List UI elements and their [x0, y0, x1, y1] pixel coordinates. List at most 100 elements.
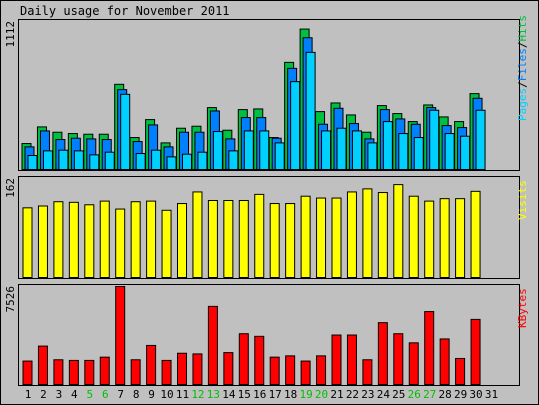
panel-hits-files-pages: 1112 Pages/Files/Hits — [4, 15, 529, 171]
bar-visits-day-4 — [68, 201, 79, 278]
bar-kbytes-day-19 — [300, 360, 311, 385]
bar-visits-day-10 — [161, 209, 172, 278]
bar-visits-day-21 — [331, 197, 342, 278]
bar-pages-day-15 — [243, 130, 254, 170]
bar-pages-day-7 — [120, 93, 131, 170]
bar-visits-day-18 — [285, 203, 296, 278]
bar-visits-day-2 — [37, 205, 48, 278]
bar-pages-day-6 — [104, 151, 115, 171]
legend-entry-hits: Hits — [516, 15, 529, 42]
x-tick-label-17: 17 — [269, 388, 282, 401]
bar-kbytes-day-18 — [285, 355, 296, 385]
x-tick-label-6: 6 — [102, 388, 109, 401]
bar-visits-day-6 — [99, 200, 110, 278]
bar-visits-day-5 — [84, 204, 95, 278]
y-max-label: 1112 — [4, 21, 17, 48]
x-tick-label-2: 2 — [40, 388, 47, 401]
bar-kbytes-day-8 — [130, 359, 141, 385]
x-tick-label-13: 13 — [207, 388, 220, 401]
x-tick-label-31: 31 — [485, 388, 498, 401]
bar-pages-day-13 — [212, 131, 223, 170]
legend-entry-files: Files — [516, 48, 529, 81]
x-tick-label-9: 9 — [148, 388, 155, 401]
x-tick-label-3: 3 — [56, 388, 63, 401]
bar-visits-day-3 — [53, 201, 64, 279]
bar-visits-day-30 — [470, 190, 481, 278]
bar-pages-day-8 — [135, 153, 146, 171]
bar-kbytes-day-1 — [22, 360, 33, 385]
x-tick-label-4: 4 — [71, 388, 78, 401]
bar-visits-day-28 — [439, 198, 450, 279]
x-tick-label-24: 24 — [377, 388, 391, 401]
bar-pages-day-18 — [290, 81, 301, 170]
bar-visits-day-19 — [300, 195, 311, 279]
bar-kbytes-day-25 — [393, 333, 404, 386]
x-tick-label-20: 20 — [315, 388, 328, 401]
x-tick-label-5: 5 — [86, 388, 93, 401]
bar-visits-day-22 — [346, 191, 357, 278]
bar-kbytes-day-6 — [99, 356, 110, 385]
legend-entry-kbytes: KBytes — [516, 288, 529, 328]
bar-pages-day-26 — [413, 137, 424, 171]
legend-entry-visits: Visits — [516, 180, 529, 220]
bar-visits-day-13 — [207, 200, 218, 278]
bar-kbytes-day-24 — [377, 322, 388, 386]
x-tick-label-12: 12 — [191, 388, 204, 401]
y-max-label: 162 — [4, 178, 17, 198]
bar-pages-day-14 — [228, 150, 239, 171]
legend-hits-files-pages: Pages/Files/Hits — [516, 15, 529, 121]
x-tick-label-27: 27 — [423, 388, 436, 401]
x-tick-label-28: 28 — [439, 388, 452, 401]
bar-pages-day-27 — [429, 109, 440, 171]
bar-visits-day-8 — [130, 201, 141, 279]
bar-visits-day-15 — [238, 200, 249, 278]
bar-pages-day-5 — [89, 154, 100, 170]
bar-kbytes-day-16 — [254, 335, 265, 385]
panel-kbytes: 7526 KBytes — [4, 284, 529, 386]
x-tick-label-23: 23 — [361, 388, 374, 401]
bar-pages-day-29 — [460, 135, 471, 171]
bar-kbytes-day-29 — [455, 357, 466, 385]
bar-pages-day-12 — [197, 151, 208, 171]
x-tick-label-21: 21 — [330, 388, 343, 401]
bar-kbytes-day-23 — [362, 359, 373, 385]
bar-visits-day-25 — [393, 184, 404, 278]
x-tick-label-8: 8 — [133, 388, 140, 401]
bar-visits-day-7 — [115, 208, 126, 278]
bar-pages-day-16 — [259, 130, 270, 170]
x-tick-label-26: 26 — [408, 388, 421, 401]
bar-visits-day-16 — [254, 193, 265, 278]
bar-pages-day-30 — [475, 109, 486, 171]
x-tick-label-25: 25 — [392, 388, 405, 401]
panel-visits: 162 Visits — [4, 176, 529, 279]
bar-kbytes-day-11 — [177, 352, 187, 386]
bar-kbytes-day-27 — [424, 311, 435, 386]
bar-pages-day-10 — [166, 156, 177, 170]
x-tick-label-18: 18 — [284, 388, 297, 401]
bar-visits-day-27 — [424, 200, 435, 278]
bar-pages-day-11 — [182, 153, 192, 170]
bar-pages-day-9 — [151, 149, 162, 170]
bar-pages-day-4 — [73, 150, 84, 171]
bar-pages-day-21 — [336, 127, 347, 171]
bar-pages-day-2 — [42, 150, 53, 171]
bar-kbytes-day-28 — [439, 338, 450, 385]
bar-kbytes-day-12 — [192, 353, 203, 385]
bar-kbytes-day-30 — [470, 318, 481, 385]
x-tick-label-30: 30 — [469, 388, 482, 401]
bar-kbytes-day-4 — [68, 359, 79, 386]
bar-kbytes-day-7 — [115, 286, 126, 385]
bar-visits-day-29 — [455, 198, 466, 279]
bar-pages-day-23 — [367, 142, 378, 171]
bar-visits-day-26 — [408, 195, 419, 279]
y-max-label: 7526 — [4, 286, 17, 313]
bar-kbytes-day-14 — [223, 352, 234, 385]
bar-kbytes-day-13 — [207, 305, 218, 385]
bar-kbytes-day-10 — [161, 359, 172, 386]
bar-pages-day-3 — [58, 149, 69, 170]
bar-pages-day-25 — [398, 133, 409, 170]
bar-kbytes-day-3 — [53, 359, 64, 385]
bar-kbytes-day-20 — [316, 355, 327, 385]
bar-visits-day-11 — [177, 203, 187, 278]
